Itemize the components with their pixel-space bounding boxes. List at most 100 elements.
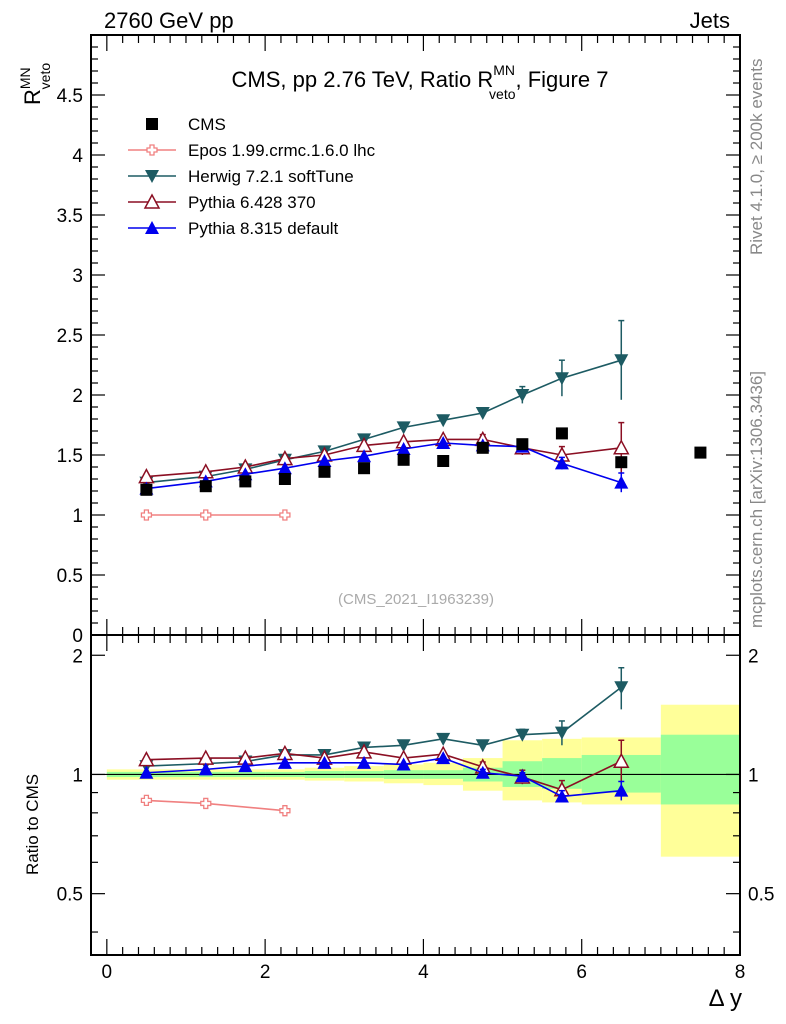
series-1-ratio-point <box>396 739 411 753</box>
legend-marker-cms <box>146 118 158 130</box>
series-3-ratio-point <box>396 757 411 771</box>
series-3-ratio-point <box>436 751 451 765</box>
series-1-ratio-point <box>436 732 451 746</box>
cms-data-point <box>358 462 371 475</box>
series-1-point <box>475 407 490 420</box>
mcplots-label: mcplots.cern.ch [arXiv:1306.3436] <box>747 371 766 628</box>
series-2-point <box>613 439 630 455</box>
series-1-point <box>614 354 629 368</box>
series-1-ratio-point <box>614 681 629 695</box>
series-3-ratio-point <box>515 769 530 783</box>
legend-marker-1 <box>145 170 159 183</box>
y-axis-label: RMN veto <box>17 63 53 105</box>
title-tail: , Figure 7 <box>516 67 609 92</box>
series-0-point <box>140 509 153 521</box>
ratio-tick-label-right: 0.5 <box>748 885 774 906</box>
ratio-band-stat <box>660 734 740 805</box>
cms-data-point <box>397 453 410 466</box>
ratio-tick-label: 1 <box>72 765 83 786</box>
ratio-tick-label: 2 <box>72 646 83 667</box>
series-2-ratio-point <box>138 751 155 767</box>
series-2-ratio-point <box>613 752 630 768</box>
x-tick-label: 6 <box>576 962 587 983</box>
y-tick-label: 1 <box>72 506 83 527</box>
cms-data-point <box>555 427 568 440</box>
cms-data-point <box>615 456 628 469</box>
series-1-line <box>146 359 622 484</box>
series-3-line <box>146 442 622 490</box>
header-energy: 2760 GeV pp <box>104 8 234 33</box>
series-3-ratio-point <box>139 765 154 779</box>
series-0-point <box>200 509 212 521</box>
legend: CMS Epos 1.99.crmc.1.6.0 lhc Herwig 7.2.1 … <box>128 115 376 238</box>
title-sub: veto <box>489 86 516 102</box>
cms-data-point <box>694 446 707 459</box>
x-tick-label: 8 <box>735 962 746 983</box>
series-1-point <box>436 414 451 428</box>
y-tick-label: 2 <box>72 386 83 407</box>
y-tick-label: 1.5 <box>57 446 83 467</box>
cms-data-point <box>476 441 489 454</box>
series-1-point <box>515 389 530 402</box>
title-main: CMS, pp 2.76 TeV, Ratio R <box>232 67 494 92</box>
ylabel-main: R <box>20 89 45 105</box>
header-jets: Jets <box>690 8 730 33</box>
x-tick-label: 4 <box>418 962 429 983</box>
y-tick-label: 0.5 <box>57 566 83 587</box>
series-1-ratio-point <box>475 739 490 753</box>
legend-label-0: Epos 1.99.crmc.1.6.0 lhc <box>188 141 376 160</box>
series-1-ratio-point <box>515 728 530 742</box>
series-3-point <box>277 461 292 475</box>
legend-label-3: Pythia 8.315 default <box>188 219 339 238</box>
y-tick-label: 0 <box>72 626 83 647</box>
x-axis-label: Δ y <box>709 985 742 1012</box>
series-0-ratio-point <box>140 794 153 807</box>
series-1-point <box>554 372 569 386</box>
y-tick-label: 4 <box>72 146 83 167</box>
y-tick-label: 2.5 <box>57 326 83 347</box>
series-3-point <box>554 456 569 470</box>
series-3-ratio-line <box>146 757 622 798</box>
ratio-tick-label-right: 1 <box>748 765 759 786</box>
legend-marker-3 <box>145 221 159 234</box>
title-sup: MN <box>493 62 515 78</box>
cms-data-point <box>278 473 291 485</box>
series-3-point <box>436 436 451 449</box>
series-0-point <box>279 509 291 521</box>
series-3-ratio-point <box>317 755 332 769</box>
series-3-ratio-point <box>475 765 490 779</box>
legend-marker-0 <box>146 144 158 156</box>
series-1-ratio-point <box>554 726 569 740</box>
legend-label-2: Pythia 6.428 370 <box>188 193 316 212</box>
rivet-label: Rivet 4.1.0, ≥ 200k events <box>747 59 766 255</box>
ratio-frame <box>90 634 741 956</box>
cms-data-point <box>437 455 450 467</box>
ylabel-sup: MN <box>17 67 33 89</box>
x-tick-label: 0 <box>102 962 113 983</box>
series-1-point <box>396 421 411 435</box>
y-tick-label: 3 <box>72 266 83 287</box>
chart-title: CMS, pp 2.76 TeV, Ratio RMN veto, Figure … <box>232 62 609 102</box>
cms-data-point <box>140 483 153 496</box>
legend-label-1: Herwig 7.2.1 softTune <box>188 167 354 186</box>
series-3-ratio-point <box>238 759 253 773</box>
ratio-tick-label-right: 2 <box>748 646 759 667</box>
cms-data-point <box>199 480 212 493</box>
ylabel-sub: veto <box>37 63 53 90</box>
y-tick-label: 4.5 <box>57 86 83 107</box>
series-3-point <box>317 454 332 467</box>
ratio-tick-label: 0.5 <box>57 885 83 906</box>
legend-marker-2 <box>143 193 161 209</box>
series-0-ratio-point <box>200 797 212 810</box>
series-3-ratio-point <box>357 755 372 769</box>
legend-label-cms: CMS <box>188 115 226 134</box>
cms-data-point <box>318 465 331 478</box>
x-tick-label: 2 <box>260 962 271 983</box>
series-3-point <box>614 475 629 489</box>
series-3-ratio-point <box>277 755 292 769</box>
cms-data-point <box>516 438 529 451</box>
series-3-point <box>396 442 411 455</box>
series-3-ratio-point <box>614 783 629 797</box>
